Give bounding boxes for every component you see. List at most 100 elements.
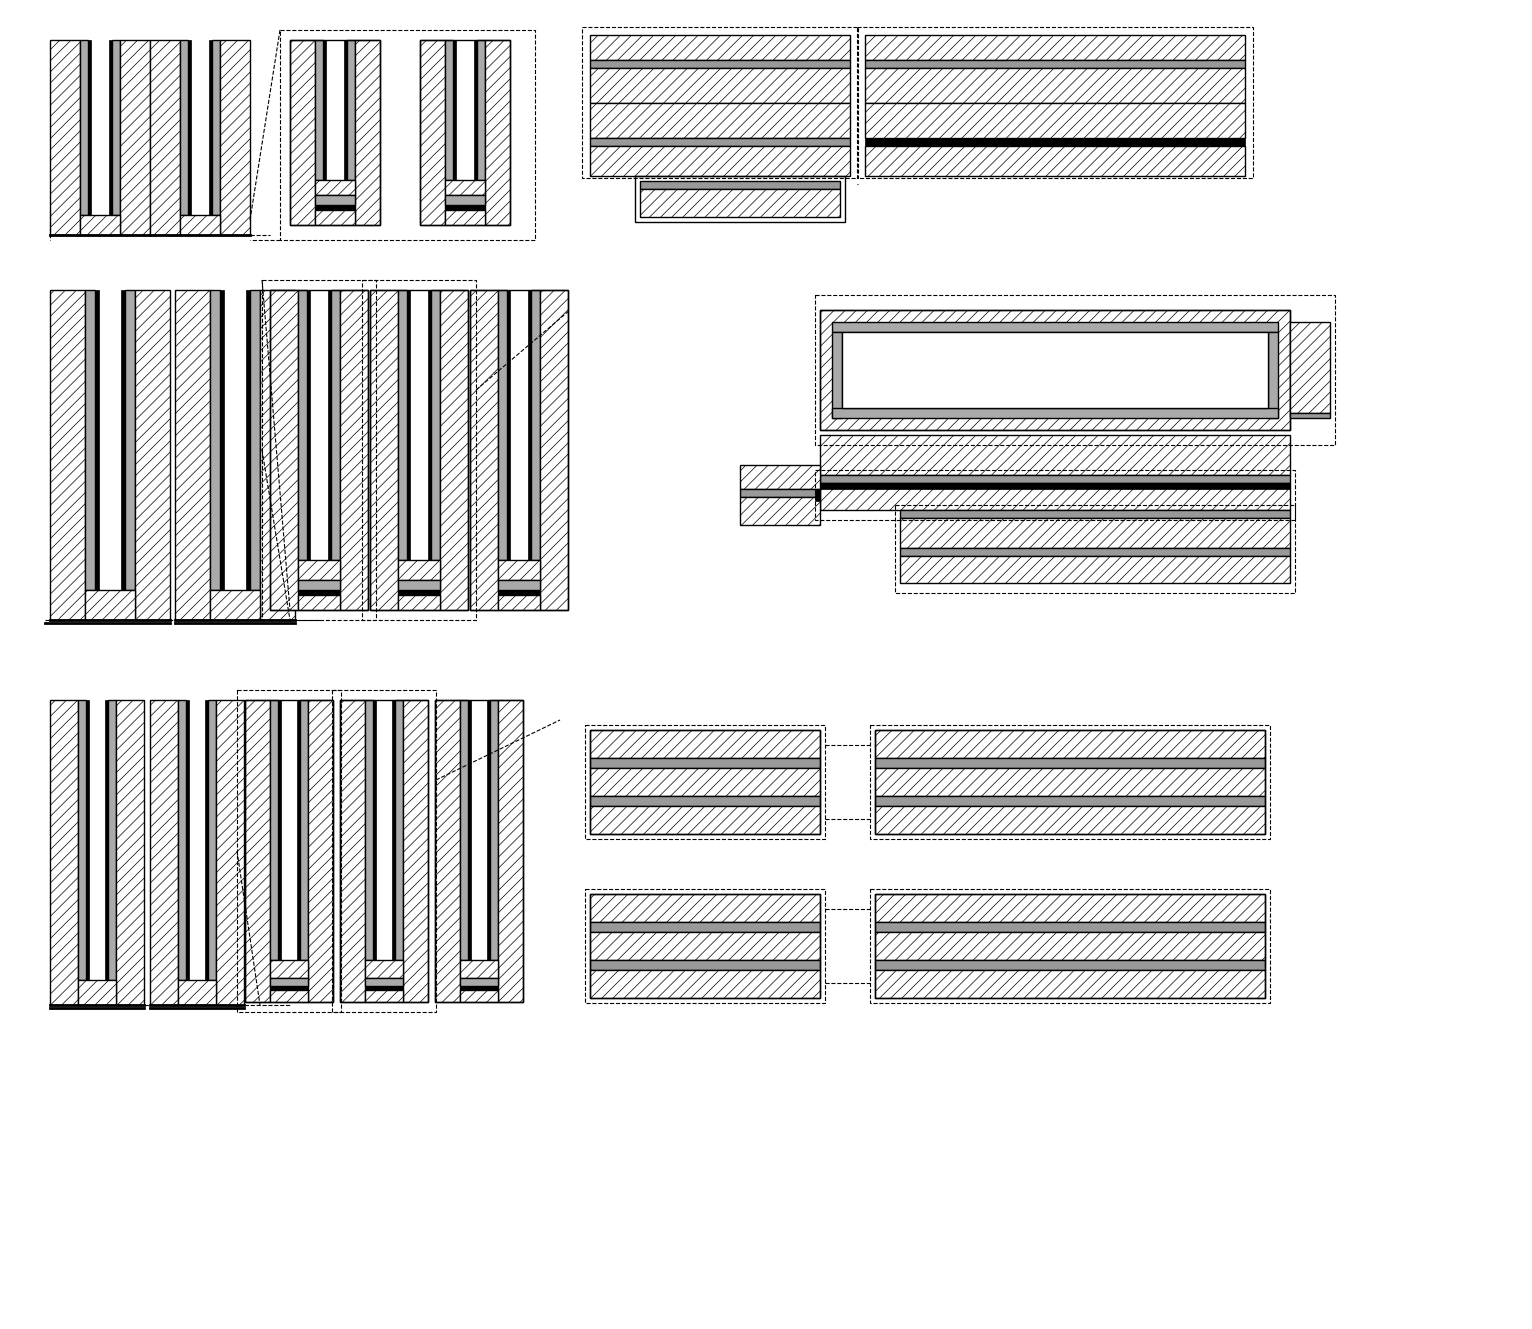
Bar (245, 700, 332, 1002)
Bar (866, 60, 1246, 68)
Bar (398, 595, 440, 610)
Bar (326, 40, 345, 179)
Bar (247, 290, 250, 590)
Bar (444, 205, 486, 210)
Bar (87, 40, 90, 215)
Bar (150, 40, 179, 235)
Bar (507, 290, 510, 560)
Bar (224, 290, 247, 590)
Bar (457, 40, 473, 179)
Bar (832, 408, 1278, 419)
Bar (470, 700, 487, 960)
Bar (270, 990, 308, 1002)
Bar (875, 922, 1265, 932)
Bar (86, 700, 89, 979)
Bar (297, 700, 300, 960)
Bar (899, 556, 1290, 583)
Bar (299, 579, 340, 590)
Bar (529, 290, 532, 560)
Bar (126, 290, 135, 590)
Bar (270, 290, 368, 610)
Bar (899, 510, 1290, 518)
Bar (820, 435, 1290, 474)
Bar (398, 560, 440, 579)
Bar (188, 700, 205, 979)
Bar (634, 175, 846, 222)
Bar (866, 35, 1246, 60)
Bar (348, 40, 355, 179)
Bar (875, 970, 1265, 998)
Bar (237, 690, 342, 1011)
Bar (300, 700, 308, 960)
Bar (179, 40, 188, 215)
Bar (420, 40, 510, 225)
Bar (411, 290, 427, 560)
Bar (498, 579, 539, 590)
Bar (875, 730, 1265, 758)
Bar (328, 290, 331, 560)
Bar (340, 290, 368, 610)
Bar (308, 700, 332, 1002)
Bar (270, 960, 308, 978)
Bar (590, 922, 820, 932)
Bar (590, 104, 850, 138)
Bar (299, 595, 340, 610)
Bar (80, 40, 87, 215)
Bar (84, 590, 135, 621)
Bar (470, 290, 568, 610)
Bar (365, 700, 372, 960)
Bar (340, 700, 365, 1002)
Bar (498, 595, 539, 610)
Bar (899, 548, 1290, 556)
Bar (211, 40, 221, 215)
Bar (178, 700, 185, 979)
Bar (870, 726, 1270, 839)
Bar (192, 40, 208, 215)
Bar (332, 690, 437, 1011)
Bar (208, 700, 216, 979)
Bar (815, 295, 1334, 445)
Bar (398, 590, 440, 595)
Bar (270, 290, 299, 610)
Bar (498, 590, 539, 595)
Bar (590, 894, 820, 998)
Bar (51, 700, 78, 1005)
Bar (112, 40, 119, 215)
Bar (216, 700, 244, 1005)
Bar (487, 700, 490, 960)
Bar (420, 40, 444, 225)
Bar (875, 730, 1265, 835)
Bar (444, 195, 486, 205)
Bar (398, 579, 440, 590)
Bar (365, 960, 403, 978)
Bar (453, 40, 457, 179)
Bar (866, 138, 1246, 146)
Bar (179, 215, 221, 235)
Bar (355, 40, 380, 225)
Bar (870, 889, 1270, 1003)
Bar (590, 35, 850, 60)
Bar (856, 27, 1253, 178)
Bar (299, 590, 340, 595)
Bar (362, 280, 476, 621)
Bar (440, 290, 467, 610)
Bar (467, 700, 470, 960)
Bar (371, 290, 467, 610)
Bar (875, 796, 1265, 805)
Bar (444, 40, 453, 179)
Bar (875, 758, 1265, 768)
Bar (470, 290, 498, 610)
Bar (490, 700, 498, 960)
Bar (403, 700, 427, 1002)
Bar (316, 205, 355, 210)
Bar (280, 31, 535, 241)
Bar (815, 489, 820, 501)
Bar (100, 290, 121, 590)
Bar (78, 700, 86, 979)
Bar (107, 700, 116, 979)
Bar (371, 290, 398, 610)
Bar (532, 290, 539, 560)
Bar (175, 290, 210, 621)
Bar (345, 40, 348, 179)
Bar (299, 290, 306, 560)
